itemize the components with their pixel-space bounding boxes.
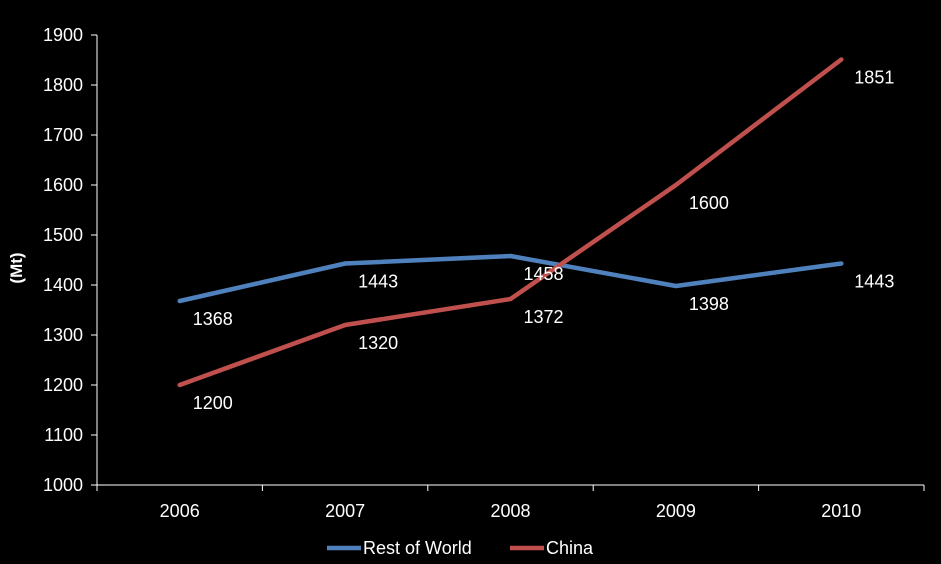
axes: 1000 1100 1200 1300 1400 1500 1600 1700 1800 1900…	[43, 25, 925, 521]
data-label: 1851	[854, 68, 894, 88]
data-label: 1600	[689, 193, 729, 213]
series-lines	[177, 57, 844, 388]
x-tick-label: 2010	[821, 501, 861, 521]
legend-label: Rest of World	[363, 538, 472, 558]
y-tick-label: 1000	[43, 475, 83, 495]
x-tick-label: 2006	[160, 501, 200, 521]
y-axis-title: (Mt)	[7, 252, 26, 283]
y-tick-label: 1200	[43, 375, 83, 395]
legend: Rest of World China	[327, 538, 594, 558]
x-tick-label: 2008	[490, 501, 530, 521]
y-tick-label: 1500	[43, 225, 83, 245]
data-label: 1458	[524, 264, 564, 284]
series-line-rest-of-world	[177, 253, 844, 304]
series-line-china	[177, 57, 844, 388]
data-label: 1200	[193, 393, 233, 413]
data-labels: 1368 1443 1458 1398 1443 1200 1320 1372 1600 1851	[193, 68, 895, 414]
y-tick-label: 1300	[43, 325, 83, 345]
legend-label: China	[546, 538, 594, 558]
data-label: 1372	[524, 307, 564, 327]
y-tick-label: 1100	[44, 425, 83, 445]
data-label: 1398	[689, 294, 729, 314]
y-tick-label: 1800	[43, 75, 83, 95]
y-tick-label: 1400	[43, 275, 83, 295]
data-label: 1443	[358, 272, 398, 292]
x-tick-label: 2007	[325, 501, 365, 521]
data-label: 1443	[854, 272, 894, 292]
y-tick-label: 1700	[43, 125, 83, 145]
data-label: 1368	[193, 309, 233, 329]
x-tick-label: 2009	[656, 501, 696, 521]
y-tick-label: 1900	[43, 25, 83, 45]
data-label: 1320	[358, 333, 398, 353]
y-tick-label: 1600	[43, 175, 83, 195]
